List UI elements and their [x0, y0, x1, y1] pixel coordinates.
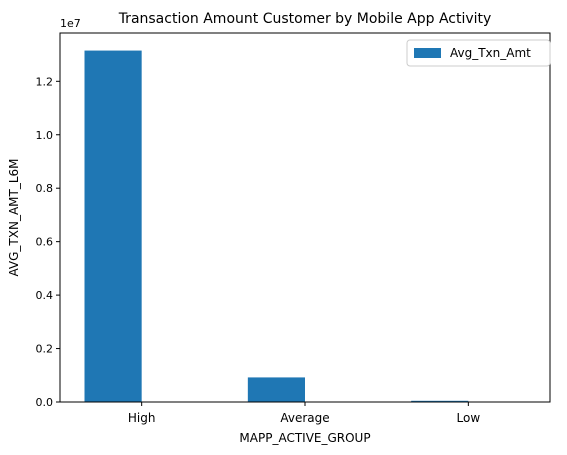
- y-tick-label: 0.6: [36, 236, 54, 249]
- bar-high: [84, 50, 142, 402]
- y-axis-label: AVG_TXN_AMT_L6M: [7, 158, 21, 276]
- legend-label: Avg_Txn_Amt: [450, 46, 531, 60]
- y-tick-label: 0.8: [36, 182, 54, 195]
- y-offset-label: 1e7: [60, 17, 81, 30]
- x-tick-label: High: [128, 411, 156, 425]
- y-axis: 0.0 0.2 0.4 0.6 0.8 1.0 1.2: [36, 75, 60, 409]
- legend-box: [406, 39, 551, 67]
- legend: Avg_Txn_Amt: [406, 39, 551, 67]
- y-tick-label: 1.0: [36, 129, 54, 142]
- y-tick-label: 1.2: [36, 75, 54, 88]
- x-tick-label: Low: [457, 411, 481, 425]
- x-axis: High Average Low: [128, 402, 480, 425]
- bar-average: [247, 377, 305, 402]
- chart-title: Transaction Amount Customer by Mobile Ap…: [118, 11, 492, 27]
- y-tick-label: 0.0: [36, 396, 54, 409]
- bars: [84, 50, 469, 402]
- legend-swatch: [414, 48, 441, 58]
- x-tick-label: Average: [280, 411, 329, 425]
- bar-low: [411, 400, 469, 402]
- y-tick-label: 0.4: [36, 289, 54, 302]
- y-tick-label: 0.2: [36, 343, 54, 356]
- x-axis-label: MAPP_ACTIVE_GROUP: [239, 431, 370, 445]
